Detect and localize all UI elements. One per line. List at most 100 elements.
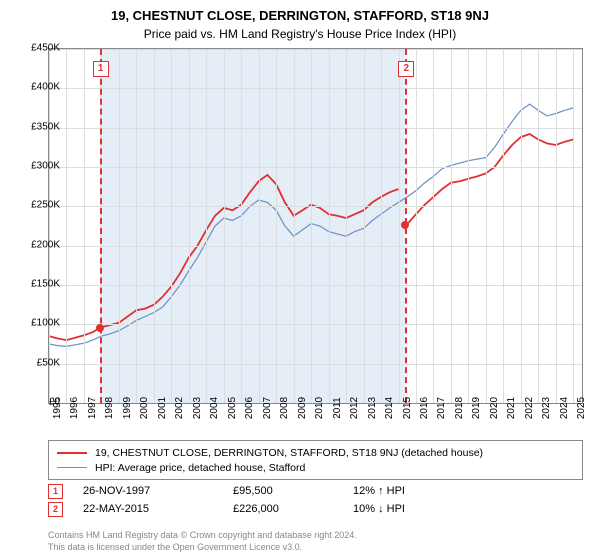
grid-v: [259, 49, 260, 403]
legend-label: HPI: Average price, detached house, Staf…: [95, 462, 305, 474]
sale-date: 26-NOV-1997: [83, 485, 233, 497]
grid-v: [346, 49, 347, 403]
grid-v: [538, 49, 539, 403]
legend-swatch: [57, 467, 87, 468]
x-axis-label: 1999: [122, 397, 133, 419]
chart-container: 19, CHESTNUT CLOSE, DERRINGTON, STAFFORD…: [0, 0, 600, 560]
x-axis-label: 1998: [104, 397, 115, 419]
grid-v: [468, 49, 469, 403]
grid-v: [381, 49, 382, 403]
sale-row: 2 22-MAY-2015£226,00010% ↓ HPI: [48, 500, 583, 518]
grid-v: [364, 49, 365, 403]
x-axis-label: 2020: [489, 397, 500, 419]
sale-price: £95,500: [233, 485, 353, 497]
grid-v: [84, 49, 85, 403]
x-axis-label: 2018: [454, 397, 465, 419]
sale-vline: [100, 49, 102, 403]
grid-v: [49, 49, 50, 403]
x-axis-label: 2004: [209, 397, 220, 419]
chart-subtitle: Price paid vs. HM Land Registry's House …: [0, 23, 600, 41]
x-axis-label: 2007: [262, 397, 273, 419]
x-axis-label: 2014: [384, 397, 395, 419]
grid-v: [119, 49, 120, 403]
grid-v: [154, 49, 155, 403]
y-axis-label: £300K: [31, 161, 60, 172]
grid-v: [451, 49, 452, 403]
sale-row: 1 26-NOV-1997£95,50012% ↑ HPI: [48, 482, 583, 500]
footer-attribution: Contains HM Land Registry data © Crown c…: [48, 530, 357, 553]
x-axis-label: 1997: [87, 397, 98, 419]
x-axis-label: 2024: [559, 397, 570, 419]
x-axis-label: 1996: [69, 397, 80, 419]
x-axis-label: 2023: [541, 397, 552, 419]
grid-h: [49, 206, 582, 207]
x-axis-label: 2016: [419, 397, 430, 419]
sale-dot: [401, 221, 409, 229]
grid-v: [503, 49, 504, 403]
series-svg: [49, 49, 582, 403]
x-axis-label: 2022: [524, 397, 535, 419]
x-axis-label: 2025: [576, 397, 587, 419]
grid-v: [416, 49, 417, 403]
sale-marker: 2: [48, 502, 63, 517]
y-axis-label: £350K: [31, 121, 60, 132]
grid-v: [66, 49, 67, 403]
x-axis-label: 2006: [244, 397, 255, 419]
grid-h: [49, 167, 582, 168]
grid-v: [276, 49, 277, 403]
x-axis-label: 2010: [314, 397, 325, 419]
legend-row: HPI: Average price, detached house, Staf…: [57, 460, 574, 475]
x-axis-label: 2021: [506, 397, 517, 419]
grid-v: [206, 49, 207, 403]
grid-h: [49, 246, 582, 247]
grid-v: [521, 49, 522, 403]
x-axis-label: 2017: [436, 397, 447, 419]
sales-table: 1 26-NOV-1997£95,50012% ↑ HPI 2 22-MAY-2015…: [48, 482, 583, 518]
y-axis-label: £400K: [31, 82, 60, 93]
x-axis-label: 2008: [279, 397, 290, 419]
y-axis-label: £50K: [37, 357, 60, 368]
grid-h: [49, 285, 582, 286]
x-axis-label: 2009: [297, 397, 308, 419]
sale-dot: [96, 324, 104, 332]
chart-title: 19, CHESTNUT CLOSE, DERRINGTON, STAFFORD…: [0, 0, 600, 23]
legend-label: 19, CHESTNUT CLOSE, DERRINGTON, STAFFORD…: [95, 447, 483, 459]
plot-area: 12: [48, 48, 583, 404]
x-axis-label: 2001: [157, 397, 168, 419]
legend-swatch: [57, 452, 87, 454]
footer-line1: Contains HM Land Registry data © Crown c…: [48, 530, 357, 542]
grid-v: [294, 49, 295, 403]
grid-v: [556, 49, 557, 403]
sale-date: 22-MAY-2015: [83, 503, 233, 515]
grid-h: [49, 128, 582, 129]
grid-v: [241, 49, 242, 403]
sale-price: £226,000: [233, 503, 353, 515]
x-axis-label: 2015: [402, 397, 413, 419]
sale-marker-box: 2: [398, 61, 414, 77]
sale-delta: 12% ↑ HPI: [353, 485, 405, 497]
grid-h: [49, 49, 582, 50]
y-axis-label: £450K: [31, 43, 60, 54]
x-axis-label: 2011: [332, 397, 343, 419]
grid-v: [399, 49, 400, 403]
sale-marker: 1: [48, 484, 63, 499]
x-axis-label: 2005: [227, 397, 238, 419]
y-axis-label: £250K: [31, 200, 60, 211]
y-axis-label: £150K: [31, 279, 60, 290]
x-axis-label: 2000: [139, 397, 150, 419]
y-axis-label: £200K: [31, 239, 60, 250]
grid-v: [224, 49, 225, 403]
grid-v: [311, 49, 312, 403]
sale-delta: 10% ↓ HPI: [353, 503, 405, 515]
x-axis-label: 2013: [367, 397, 378, 419]
x-axis-label: 2002: [174, 397, 185, 419]
grid-v: [136, 49, 137, 403]
grid-h: [49, 88, 582, 89]
grid-v: [329, 49, 330, 403]
grid-v: [573, 49, 574, 403]
legend-box: 19, CHESTNUT CLOSE, DERRINGTON, STAFFORD…: [48, 440, 583, 480]
grid-v: [171, 49, 172, 403]
y-axis-label: £100K: [31, 318, 60, 329]
grid-v: [189, 49, 190, 403]
x-axis-label: 2012: [349, 397, 360, 419]
